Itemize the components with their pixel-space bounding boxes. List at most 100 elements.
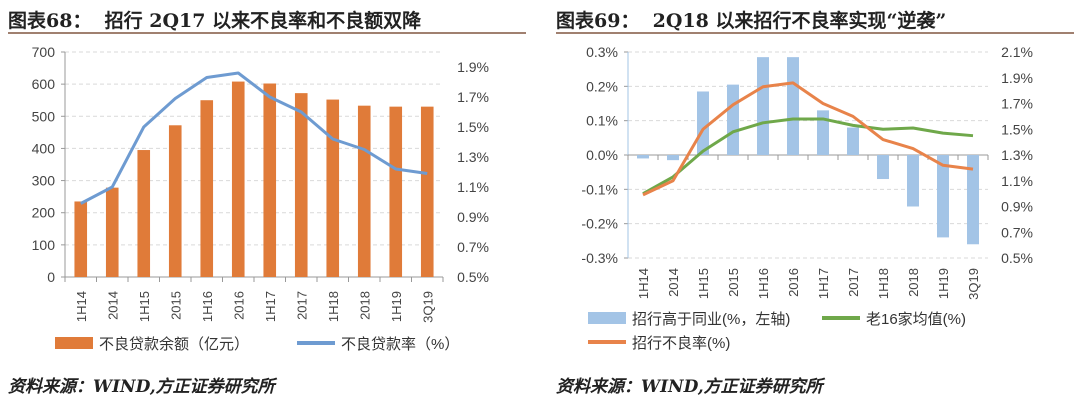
x-axis-label: 1H19 [389,291,404,322]
legend-label: 招行高于同业(%，左轴) [632,311,790,328]
x-axis-label: 1H15 [137,291,152,322]
x-axis-label: 1H18 [876,268,891,299]
bar [907,155,919,207]
bar [168,125,182,278]
legend-swatch [55,337,93,349]
right-axis-tick-label: 1.1% [1001,173,1033,189]
bar [937,155,949,238]
left-axis-tick-label: 200 [32,205,56,221]
right-axis-tick-label: 1.5% [457,119,489,135]
left-axis-tick-label: 600 [32,76,56,92]
bar [667,155,679,161]
x-axis-label: 2016 [786,268,801,297]
series-line [80,71,428,205]
bar [697,91,709,155]
right-axis-tick-label: 1.1% [457,179,489,195]
right-axis-tick-label: 0.5% [457,269,489,285]
bar [389,106,403,278]
right-axis-tick-label: 1.5% [1001,121,1033,137]
right-axis-tick-label: 1.9% [457,59,489,75]
x-axis-label: 1H17 [816,268,831,299]
chart-title: 图表68： 招行 2Q17 以来不良率和不良额双降 [8,10,422,32]
x-axis-label: 3Q19 [966,268,981,300]
right-axis-tick-label: 0.7% [457,239,489,255]
bar [294,93,308,278]
left-axis-tick-label: 700 [32,44,56,60]
x-axis-label: 1H16 [200,291,215,322]
bar [420,106,434,278]
x-axis-label: 1H15 [696,268,711,299]
bar [727,84,739,155]
right-axis-tick-label: 1.3% [457,149,489,165]
right-axis-tick-label: 2.1% [1001,44,1033,60]
x-axis-label: 2014 [666,268,681,297]
x-axis-label: 2014 [105,291,120,320]
bar [263,83,277,277]
legend-label: 老16家均值(%) [866,311,966,328]
legend-label: 不良贷款率（%） [341,336,459,353]
chart-68: 0 100 200 300 400 500 600 700 0.5% 0.7% 0.9% 1.1% 1.… [32,44,489,353]
x-axis-label: 2018 [357,291,372,320]
right-axis-tick-label: 0.5% [1001,250,1033,266]
left-axis-tick-label: 0.3% [586,44,618,60]
x-axis-label: 2017 [846,268,861,297]
bar [357,105,371,277]
x-axis-label: 1H18 [326,291,341,322]
bar [105,187,119,277]
source-note: 资料来源：WIND,方正证券研究所 [556,377,823,397]
x-axis-label: 2015 [168,291,183,320]
legend-label: 不良贷款余额（亿元） [99,335,249,353]
bar [637,155,649,159]
right-axis-tick-label: 1.9% [1001,70,1033,86]
bar [847,127,859,155]
legend-label: 招行不良率(%) [632,335,730,352]
source-note: 资料来源：WIND,方正证券研究所 [8,377,275,397]
series-line [642,81,974,197]
chart-68-panel: 图表68： 招行 2Q17 以来不良率和不良额双降 0 100 200 300 400 5… [0,0,530,402]
bar [200,100,214,277]
bar [877,155,889,180]
left-axis-tick-label: 0.0% [586,147,618,163]
left-axis-tick-label: -0.3% [581,250,618,266]
bar [787,57,799,155]
x-axis-label: 1H14 [636,268,651,299]
right-axis-tick-label: 1.7% [457,89,489,105]
title-divider [8,32,526,34]
x-axis-label: 3Q19 [420,291,435,323]
x-axis-label: 1H17 [263,291,278,322]
left-axis-tick-label: 400 [32,140,56,156]
x-axis-label: 2017 [294,291,309,320]
bar [757,57,769,155]
right-axis-tick-label: 0.9% [1001,199,1033,215]
left-axis-tick-label: -0.2% [581,216,618,232]
left-axis-tick-label: 0.1% [586,113,618,129]
right-axis-tick-label: 1.3% [1001,147,1033,163]
right-axis-tick-label: 0.7% [1001,224,1033,240]
bar [137,150,151,277]
left-axis-tick-label: 500 [32,108,56,124]
bar [817,110,829,155]
x-axis-label: 2015 [726,268,741,297]
legend-swatch [588,312,626,324]
left-axis-tick-label: 100 [32,237,56,253]
left-axis-tick-label: 0 [47,269,55,285]
chart-69-panel: 图表69： 2Q18 以来招行不良率实现“逆袭” -0.3% -0.2% -0.1%… [548,0,1078,402]
series-line [642,117,974,195]
x-axis-label: 1H19 [936,268,951,299]
title-divider [556,32,1074,34]
bar [231,81,245,277]
x-axis-label: 1H16 [756,268,771,299]
left-axis-tick-label: 0.2% [586,78,618,94]
right-axis-tick-label: 0.9% [457,209,489,225]
right-axis-tick-label: 1.7% [1001,96,1033,112]
bar [74,201,88,277]
x-axis-label: 2018 [906,268,921,297]
x-axis-label: 2016 [231,291,246,320]
x-axis-label: 1H14 [74,291,89,322]
chart-title: 图表69： 2Q18 以来招行不良率实现“逆袭” [556,10,947,32]
left-axis-tick-label: -0.1% [581,181,618,197]
bar [326,99,340,277]
chart-69: -0.3% -0.2% -0.1% 0.0% 0.1% 0.2% 0.3% 0.5% 0.7% 0… [581,44,1033,352]
left-axis-tick-label: 300 [32,173,56,189]
bar [967,155,979,245]
